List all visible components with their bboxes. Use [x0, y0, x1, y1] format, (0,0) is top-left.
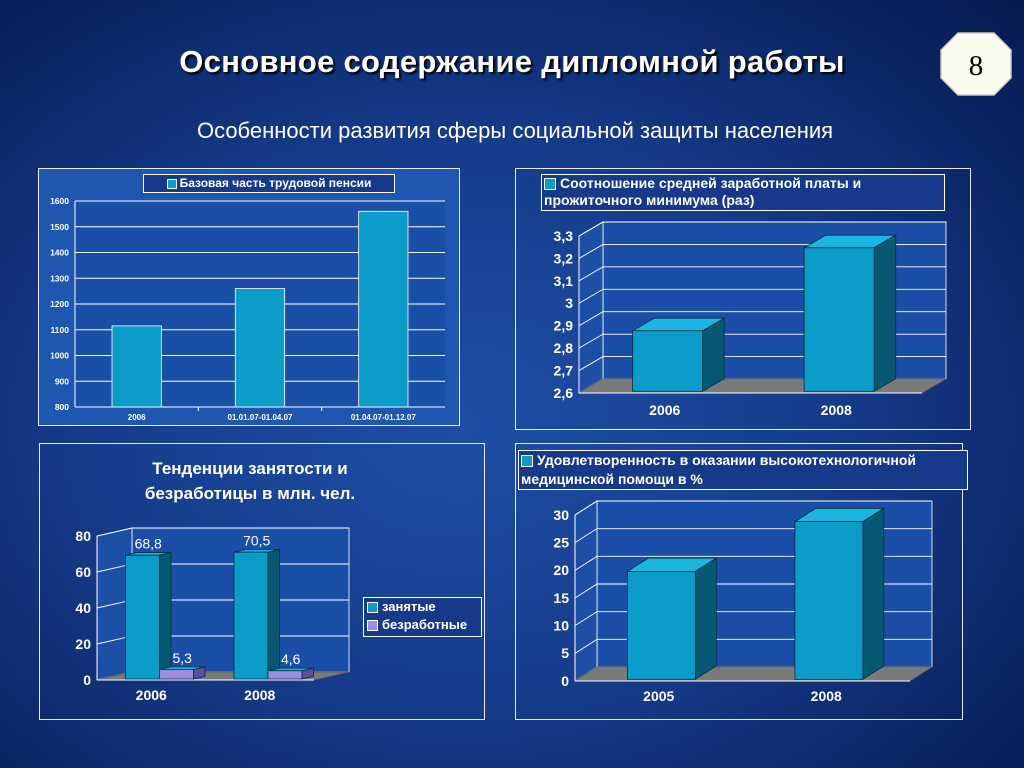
x-tick-label: 01.04.07-01.12.07 [351, 413, 416, 422]
employment-chart-panel: Тенденции занятости и безработицы в млн.… [39, 443, 485, 720]
bar-side [159, 552, 172, 680]
y-tick-label: 30 [553, 507, 569, 523]
gridline [578, 221, 946, 237]
legend-swatch [367, 602, 378, 614]
ratio-3d-bar-chart: 2,6 2,7 2,8 2,9 3 3,1 3,2 3,3 2006 2008 [554, 221, 948, 418]
y-tick-label: 1300 [50, 273, 69, 283]
page-number: 8 [969, 50, 984, 82]
pension-chart-legend: Базовая часть трудовой пенсии [143, 174, 395, 193]
y-tick-label: 900 [55, 376, 69, 386]
x-tick-label: 2008 [244, 687, 275, 703]
satisfaction-chart-panel: Удовлетворенность в оказании высокотехно… [515, 443, 968, 720]
y-tick-label: 60 [75, 564, 91, 580]
legend-label-employed: занятые [382, 599, 436, 614]
y-tick-label: 2,7 [554, 362, 574, 378]
x-tick-label: 2006 [128, 413, 146, 422]
legend-swatch [367, 620, 378, 632]
employment-chart-title: Тенденции занятости и безработицы в млн.… [144, 459, 356, 503]
data-label: 68,8 [135, 536, 162, 552]
y-tick-label: 2,9 [554, 318, 574, 334]
bar-side [702, 317, 725, 393]
y-tick-label: 5 [561, 645, 569, 661]
bar [803, 247, 875, 392]
bar-side [862, 507, 885, 681]
y-tick-label: 3,3 [554, 228, 574, 244]
slide-title: Основное содержание дипломной работы [179, 44, 845, 79]
y-tick-label: 3 [565, 295, 573, 311]
bar [267, 670, 303, 680]
gridline [96, 527, 349, 537]
y-tick-label: 800 [55, 402, 69, 412]
bar-side [873, 234, 897, 393]
y-tick-label: 1400 [50, 248, 69, 258]
y-tick-label: 40 [75, 600, 91, 616]
bar [159, 669, 194, 680]
y-tick-label: 0 [561, 673, 569, 689]
y-tick-label: 1600 [50, 196, 69, 206]
y-tick-label: 3,2 [554, 250, 574, 266]
x-tick-label: 2006 [649, 402, 680, 418]
y-tick-label: 20 [75, 636, 91, 652]
bar [125, 554, 160, 680]
pension-bar-chart: 800 900 1000 1100 1200 1300 1400 1500 1600 2006 01… [50, 196, 445, 422]
legend-item-employed: занятые [367, 598, 481, 616]
page-number-badge: 8 [940, 32, 1012, 101]
bar-side [694, 557, 717, 681]
y-tick-label: 25 [553, 535, 569, 551]
bar [111, 325, 162, 408]
x-tick-label: 2006 [136, 687, 167, 703]
legend-item-unemployed: безработные [367, 616, 481, 634]
side-wall [578, 221, 604, 394]
data-label: 70,5 [243, 533, 270, 549]
satisfaction-chart-legend: Удовлетворенность в оказании высокотехно… [518, 450, 968, 490]
y-tick-label: 15 [553, 590, 569, 606]
pension-chart-panel: Базовая часть трудовой пенсии 800 900 1000… [38, 168, 460, 426]
x-tick-label: 2008 [811, 688, 842, 704]
pension-legend-label: Базовая часть трудовой пенсии [179, 176, 372, 190]
bar-side [267, 548, 280, 680]
bar [358, 210, 409, 408]
y-tick-label: 1200 [50, 299, 69, 309]
ratio-legend-label: Соотношение средней заработной платы и п… [544, 175, 862, 208]
bar [626, 571, 696, 680]
x-tick-label: 2008 [821, 402, 852, 418]
bar [233, 551, 269, 680]
slide-subtitle: Особенности развития сферы социальной за… [196, 118, 834, 143]
satisfaction-3d-bar-chart: 0 5 10 15 20 25 30 2005 2008 [553, 500, 934, 704]
legend-label-unemployed: безработные [382, 617, 468, 632]
bar [632, 330, 704, 392]
gridline [574, 500, 932, 516]
y-tick-label: 10 [553, 618, 569, 634]
x-tick-label: 01.01.07-01.04.07 [228, 413, 293, 422]
y-tick-label: 2,6 [554, 385, 574, 401]
y-tick-label: 1100 [51, 325, 70, 335]
bar [234, 288, 286, 408]
legend-swatch [521, 455, 533, 468]
bar [794, 521, 864, 680]
legend-swatch [544, 178, 556, 191]
y-tick-label: 0 [83, 672, 91, 688]
y-tick-label: 80 [75, 528, 91, 544]
employment-chart-legend: занятые безработные [363, 597, 482, 637]
x-tick-label: 2005 [643, 688, 674, 704]
y-tick-label: 1000 [50, 351, 69, 361]
data-label: 4,6 [281, 651, 301, 667]
data-label: 5,3 [172, 650, 192, 666]
legend-swatch [166, 178, 177, 189]
y-tick-label: 20 [553, 562, 569, 578]
ratio-chart-panel: Соотношение средней заработной платы и п… [515, 168, 971, 430]
satisfaction-legend-label: Удовлетворенность в оказании высокотехно… [521, 452, 916, 487]
employment-3d-bar-chart: 0 20 40 60 80 68,8 5,3 2006 70,5 4,6 2008 [75, 527, 350, 703]
y-tick-label: 3,1 [554, 273, 574, 289]
y-tick-label: 1500 [50, 222, 69, 232]
ratio-chart-legend: Соотношение средней заработной платы и п… [541, 174, 945, 211]
y-tick-label: 2,8 [554, 340, 574, 356]
